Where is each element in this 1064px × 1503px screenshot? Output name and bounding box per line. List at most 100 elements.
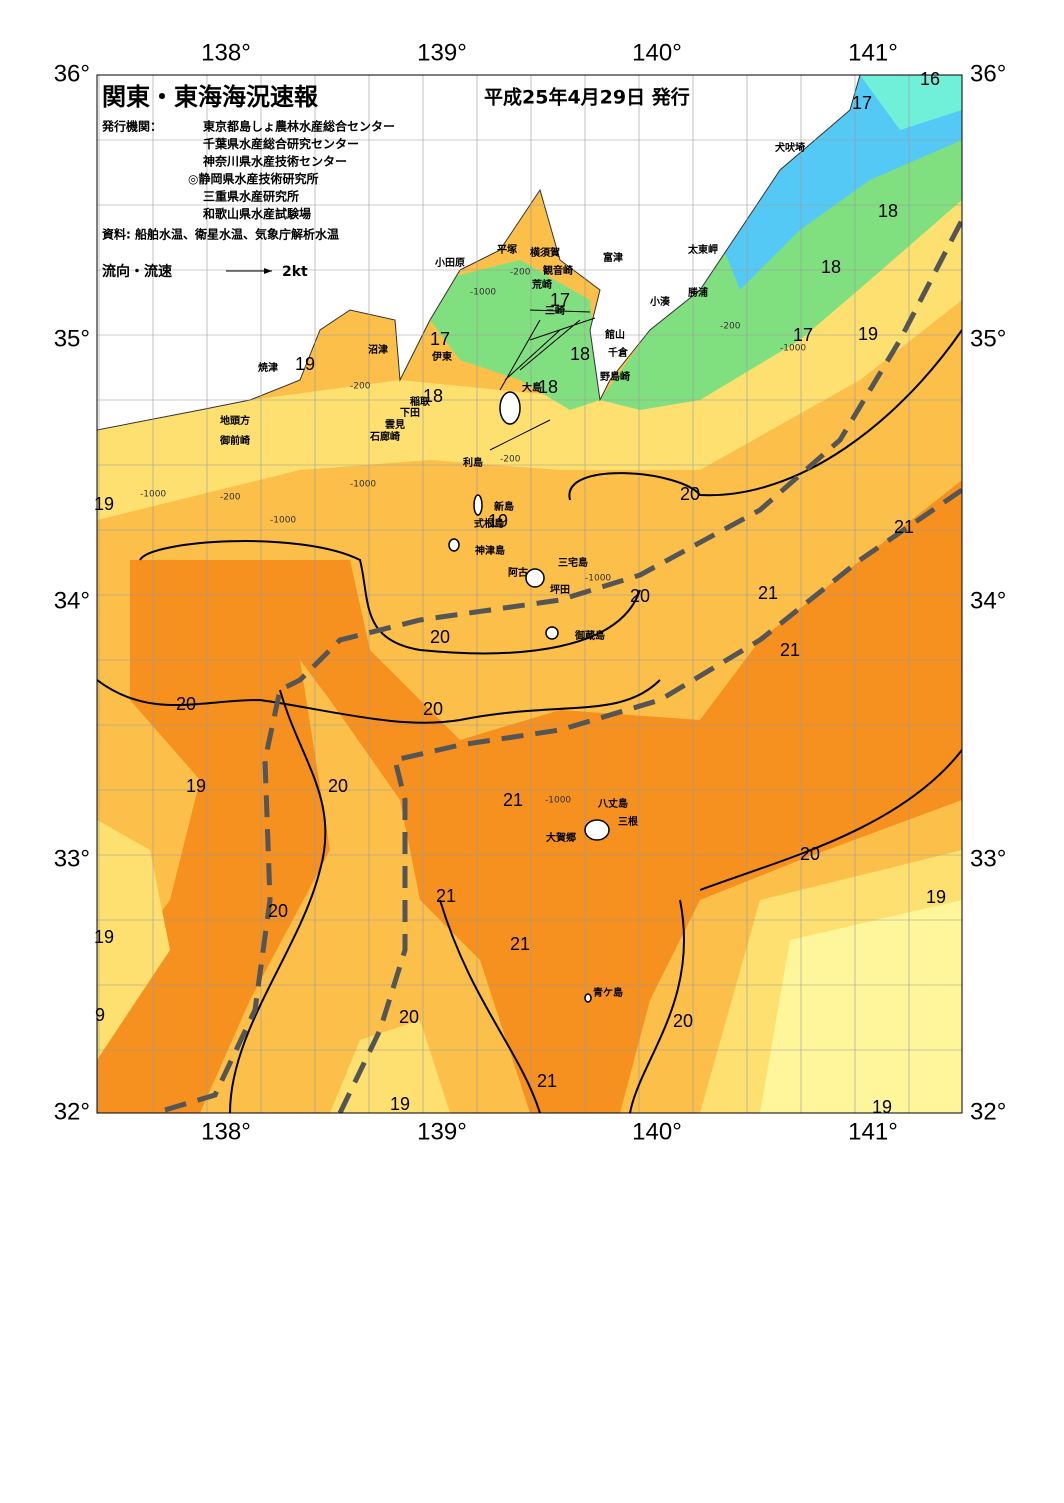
isotherm-label: 18 bbox=[538, 377, 558, 397]
legend-label: 流向・流速 bbox=[102, 263, 172, 280]
place-name: 青ケ島 bbox=[593, 986, 623, 999]
isotherm-label: 20 bbox=[423, 699, 443, 719]
sea-temperature bbox=[97, 75, 962, 1113]
isotherm-label: 21 bbox=[510, 934, 530, 954]
lat-label: 34° bbox=[54, 587, 90, 614]
publisher: 東京都島しょ農林水産総合センター bbox=[203, 119, 395, 134]
place-name: 富津 bbox=[603, 251, 623, 264]
lon-label: 140° bbox=[632, 39, 682, 66]
lat-label: 36° bbox=[54, 60, 90, 87]
isotherm-label: 21 bbox=[780, 640, 800, 660]
place-name: 野島崎 bbox=[600, 370, 630, 383]
publisher-label: 発行機関： bbox=[101, 119, 162, 134]
isotherm-label: 21 bbox=[894, 517, 914, 537]
depth-label: -1000 bbox=[270, 516, 296, 526]
place-name: 下田 bbox=[400, 407, 420, 419]
isotherm-label: 19 bbox=[295, 354, 315, 374]
place-name: 観音崎 bbox=[543, 264, 573, 277]
isotherm-label: 17 bbox=[550, 290, 570, 310]
isotherm-label: 19 bbox=[872, 1097, 892, 1117]
publisher: 三重県水産研究所 bbox=[203, 189, 299, 204]
place-name: 犬吠埼 bbox=[775, 141, 805, 154]
sources: 資料: 船舶水温、衛星水温、気象庁解析水温 bbox=[102, 227, 339, 242]
place-name: 利島 bbox=[463, 456, 483, 469]
depth-label: -1000 bbox=[780, 344, 806, 354]
place-name: 焼津 bbox=[258, 361, 278, 374]
lat-label: 32° bbox=[970, 1098, 1006, 1125]
isotherm-label: 19 bbox=[488, 511, 508, 531]
isotherm-label: 19 bbox=[94, 927, 114, 947]
isotherm-label: 18 bbox=[821, 257, 841, 277]
depth-label: -200 bbox=[220, 493, 241, 503]
lat-label: 34° bbox=[970, 587, 1006, 614]
isotherm-label: 20 bbox=[630, 586, 650, 606]
depth-label: -1000 bbox=[350, 480, 376, 490]
depth-label: -1000 bbox=[140, 490, 166, 500]
isotherm-label: 20 bbox=[176, 694, 196, 714]
depth-label: -200 bbox=[510, 268, 531, 278]
depth-label: -1000 bbox=[545, 796, 571, 806]
depth-label: -200 bbox=[720, 322, 741, 332]
isotherm-label: 17 bbox=[430, 329, 450, 349]
place-name: 坪田 bbox=[550, 583, 570, 596]
place-name: 雲見 bbox=[385, 419, 405, 431]
publisher: 千葉県水産総合研究センター bbox=[203, 136, 359, 151]
place-name: 荒崎 bbox=[531, 278, 552, 291]
place-name: 太東岬 bbox=[687, 243, 718, 256]
place-name: 御前崎 bbox=[219, 434, 250, 447]
place-name: 石廊崎 bbox=[369, 430, 400, 443]
place-name: 地頭方 bbox=[220, 414, 250, 427]
lon-label: 141° bbox=[848, 1118, 898, 1145]
isotherm-label: 16 bbox=[920, 69, 940, 89]
place-name: 阿古 bbox=[508, 566, 528, 579]
isotherm-label: 19 bbox=[94, 494, 114, 514]
isotherm-label: 21 bbox=[503, 790, 523, 810]
isotherm-label: 20 bbox=[328, 776, 348, 796]
lon-label: 140° bbox=[632, 1118, 682, 1145]
place-name: 御蔵島 bbox=[574, 629, 605, 642]
depth-label: -200 bbox=[350, 382, 371, 392]
place-name: 伊東 bbox=[431, 350, 452, 363]
lat-label: 35° bbox=[54, 325, 90, 352]
place-name: 大島 bbox=[522, 381, 542, 394]
lon-label: 138° bbox=[201, 39, 251, 66]
place-name: 横須賀 bbox=[530, 246, 560, 259]
title: 関東・東海海況速報 bbox=[102, 83, 319, 111]
place-name: 稲取 bbox=[410, 395, 431, 408]
date: 平成25年4月29日 発行 bbox=[484, 86, 690, 109]
isotherm-label: 20 bbox=[673, 1011, 693, 1031]
place-name: 三根 bbox=[618, 815, 638, 828]
publisher: 和歌山県水産試験場 bbox=[202, 206, 311, 221]
lat-label: 32° bbox=[54, 1098, 90, 1125]
depth-label: -1000 bbox=[585, 574, 611, 584]
isotherm-label: 18 bbox=[878, 201, 898, 221]
depth-label: -200 bbox=[500, 455, 521, 465]
isotherm-label: 20 bbox=[800, 844, 820, 864]
lon-label: 139° bbox=[417, 39, 467, 66]
legend-scale: 2kt bbox=[282, 264, 308, 280]
isotherm-label: 21 bbox=[537, 1071, 557, 1091]
lat-label: 33° bbox=[54, 845, 90, 872]
place-name: 平塚 bbox=[497, 243, 517, 256]
isotherm-label: 9 bbox=[95, 1005, 105, 1025]
depth-label: -1000 bbox=[470, 288, 496, 298]
place-name: 三宅島 bbox=[558, 556, 588, 569]
lon-label: 138° bbox=[201, 1118, 251, 1145]
place-name: 八丈島 bbox=[597, 797, 628, 810]
place-name: 神津島 bbox=[475, 544, 505, 557]
lon-label: 141° bbox=[848, 39, 898, 66]
lat-label: 33° bbox=[970, 845, 1006, 872]
place-name: 小田原 bbox=[434, 256, 465, 269]
isotherm-label: 19 bbox=[926, 887, 946, 907]
isotherm-label: 21 bbox=[436, 886, 456, 906]
isotherm-label: 20 bbox=[680, 484, 700, 504]
isotherm-label: 21 bbox=[758, 583, 778, 603]
isotherm-label: 18 bbox=[423, 386, 443, 406]
lat-label: 36° bbox=[970, 60, 1006, 87]
legend-arrowhead bbox=[264, 268, 272, 274]
place-name: 大賀郷 bbox=[546, 831, 576, 844]
place-name: 勝浦 bbox=[688, 286, 708, 299]
lat-label: 35° bbox=[970, 325, 1006, 352]
